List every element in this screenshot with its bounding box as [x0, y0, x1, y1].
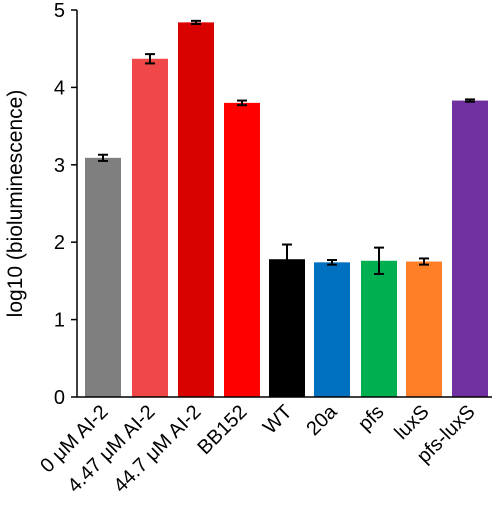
x-tick-label: pfs [354, 401, 388, 435]
error-bar [327, 259, 337, 266]
y-tick-label: 3 [54, 155, 65, 177]
y-ticks: 0 1 2 3 4 5 [54, 0, 77, 409]
x-tick-label: WT [259, 401, 297, 439]
y-tick-label: 1 [54, 310, 65, 332]
bar [178, 22, 214, 397]
y-axis-label: log10 (bioluminescence) [4, 90, 27, 318]
y-tick-label: 4 [54, 77, 65, 99]
y-tick-label: 0 [54, 387, 65, 409]
error-bar [98, 153, 108, 162]
error-bars [98, 19, 475, 275]
bar [269, 259, 305, 397]
bar [132, 58, 168, 398]
bar [224, 102, 260, 397]
bar [85, 157, 121, 397]
y-tick-label: 2 [54, 232, 65, 254]
bars [85, 22, 488, 398]
bar [361, 260, 397, 397]
error-bar [374, 246, 384, 275]
error-bar [237, 99, 247, 107]
bar [452, 100, 488, 398]
error-bar [465, 98, 475, 103]
error-bar [419, 257, 429, 266]
bar [406, 261, 442, 397]
x-tick-label: 20a [302, 400, 342, 440]
bar [314, 262, 350, 397]
axes [76, 10, 492, 398]
error-bar [145, 53, 155, 65]
error-bar [191, 19, 201, 25]
error-bar [282, 243, 292, 275]
y-tick-label: 5 [54, 0, 65, 22]
x-tick-label: BB152 [194, 401, 252, 459]
